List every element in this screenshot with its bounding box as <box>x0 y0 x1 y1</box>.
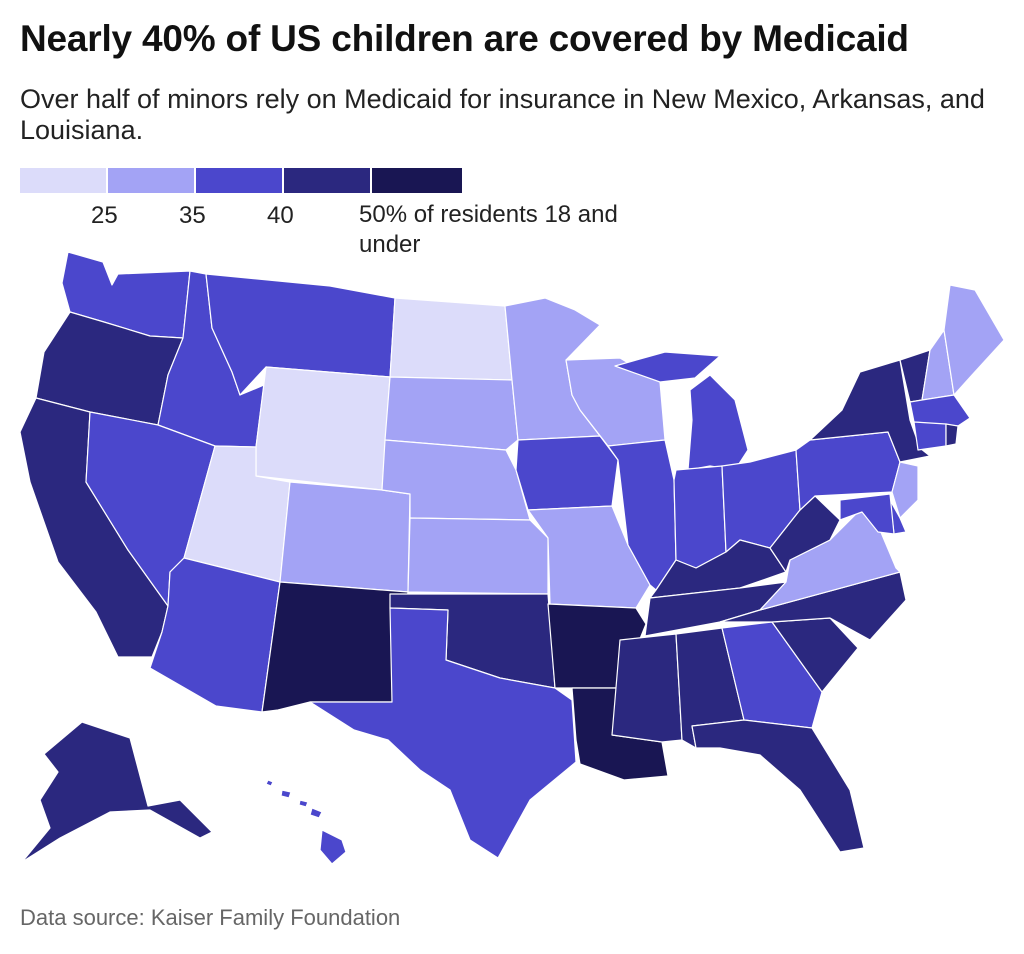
state-iowa[interactable] <box>515 435 619 511</box>
data-source-note: Data source: Kaiser Family Foundation <box>20 905 401 930</box>
chart-subtitle: Over half of minors rely on Medicaid for… <box>20 84 985 145</box>
legend-tick: 40 <box>267 202 294 229</box>
state-maryland[interactable] <box>839 493 895 535</box>
state-hawaii[interactable] <box>265 779 347 865</box>
legend-tick: 35 <box>179 202 206 229</box>
state-georgia[interactable] <box>721 621 823 729</box>
state-south-dakota[interactable] <box>384 376 519 451</box>
state-missouri[interactable] <box>527 505 651 609</box>
state-mississippi[interactable] <box>611 633 683 743</box>
state-new-mexico[interactable] <box>261 581 409 713</box>
state-kansas[interactable] <box>407 517 549 595</box>
state-rhode-island[interactable] <box>945 423 959 447</box>
state-indiana[interactable] <box>673 465 727 569</box>
state-wyoming[interactable] <box>255 366 391 491</box>
chart-title: Nearly 40% of US children are covered by… <box>20 18 909 59</box>
legend-swatch <box>20 168 106 193</box>
legend-swatch <box>284 168 370 193</box>
us-choropleth-map <box>19 251 1005 865</box>
state-alaska[interactable] <box>21 721 213 863</box>
state-texas[interactable] <box>309 607 577 859</box>
state-maine[interactable] <box>943 284 1005 396</box>
state-new-jersey[interactable] <box>891 461 919 519</box>
state-florida[interactable] <box>691 719 865 853</box>
state-arizona[interactable] <box>149 557 281 713</box>
state-colorado[interactable] <box>279 481 411 593</box>
state-north-dakota[interactable] <box>389 297 513 381</box>
color-legend: 25 35 40 50% of residents 18 and under <box>20 168 620 268</box>
legend-swatch <box>196 168 282 193</box>
legend-swatch <box>108 168 194 193</box>
legend-tick: 25 <box>91 202 118 229</box>
state-north-carolina[interactable] <box>719 571 907 641</box>
state-new-york[interactable] <box>809 359 931 463</box>
legend-swatch <box>372 168 462 193</box>
legend-tick: 50% of residents 18 and under <box>359 201 618 258</box>
state-connecticut[interactable] <box>913 421 947 451</box>
